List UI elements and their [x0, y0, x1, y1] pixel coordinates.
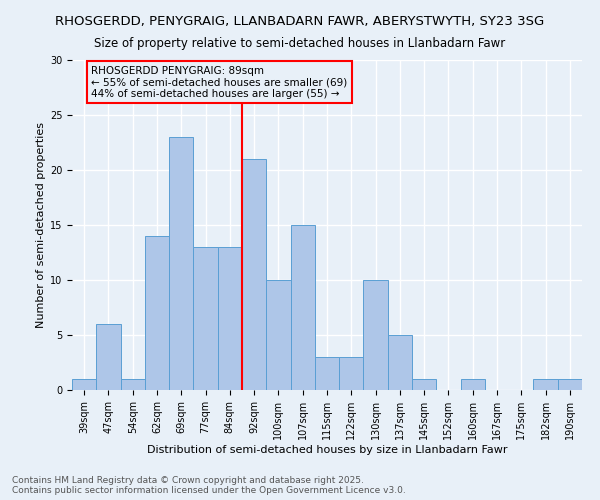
Bar [315, 357, 339, 390]
Bar [290, 225, 315, 390]
Bar [193, 247, 218, 390]
Bar [339, 357, 364, 390]
Bar [412, 379, 436, 390]
Bar [388, 335, 412, 390]
Bar [96, 324, 121, 390]
Bar [533, 379, 558, 390]
Bar [218, 247, 242, 390]
Bar [72, 379, 96, 390]
Text: RHOSGERDD, PENYGRAIG, LLANBADARN FAWR, ABERYSTWYTH, SY23 3SG: RHOSGERDD, PENYGRAIG, LLANBADARN FAWR, A… [55, 15, 545, 28]
Bar [242, 159, 266, 390]
Bar [145, 236, 169, 390]
X-axis label: Distribution of semi-detached houses by size in Llanbadarn Fawr: Distribution of semi-detached houses by … [147, 444, 507, 454]
Y-axis label: Number of semi-detached properties: Number of semi-detached properties [35, 122, 46, 328]
Text: Contains HM Land Registry data © Crown copyright and database right 2025.
Contai: Contains HM Land Registry data © Crown c… [12, 476, 406, 495]
Bar [121, 379, 145, 390]
Bar [169, 137, 193, 390]
Bar [266, 280, 290, 390]
Bar [461, 379, 485, 390]
Text: Size of property relative to semi-detached houses in Llanbadarn Fawr: Size of property relative to semi-detach… [94, 38, 506, 51]
Bar [364, 280, 388, 390]
Text: RHOSGERDD PENYGRAIG: 89sqm
← 55% of semi-detached houses are smaller (69)
44% of: RHOSGERDD PENYGRAIG: 89sqm ← 55% of semi… [91, 66, 347, 98]
Bar [558, 379, 582, 390]
